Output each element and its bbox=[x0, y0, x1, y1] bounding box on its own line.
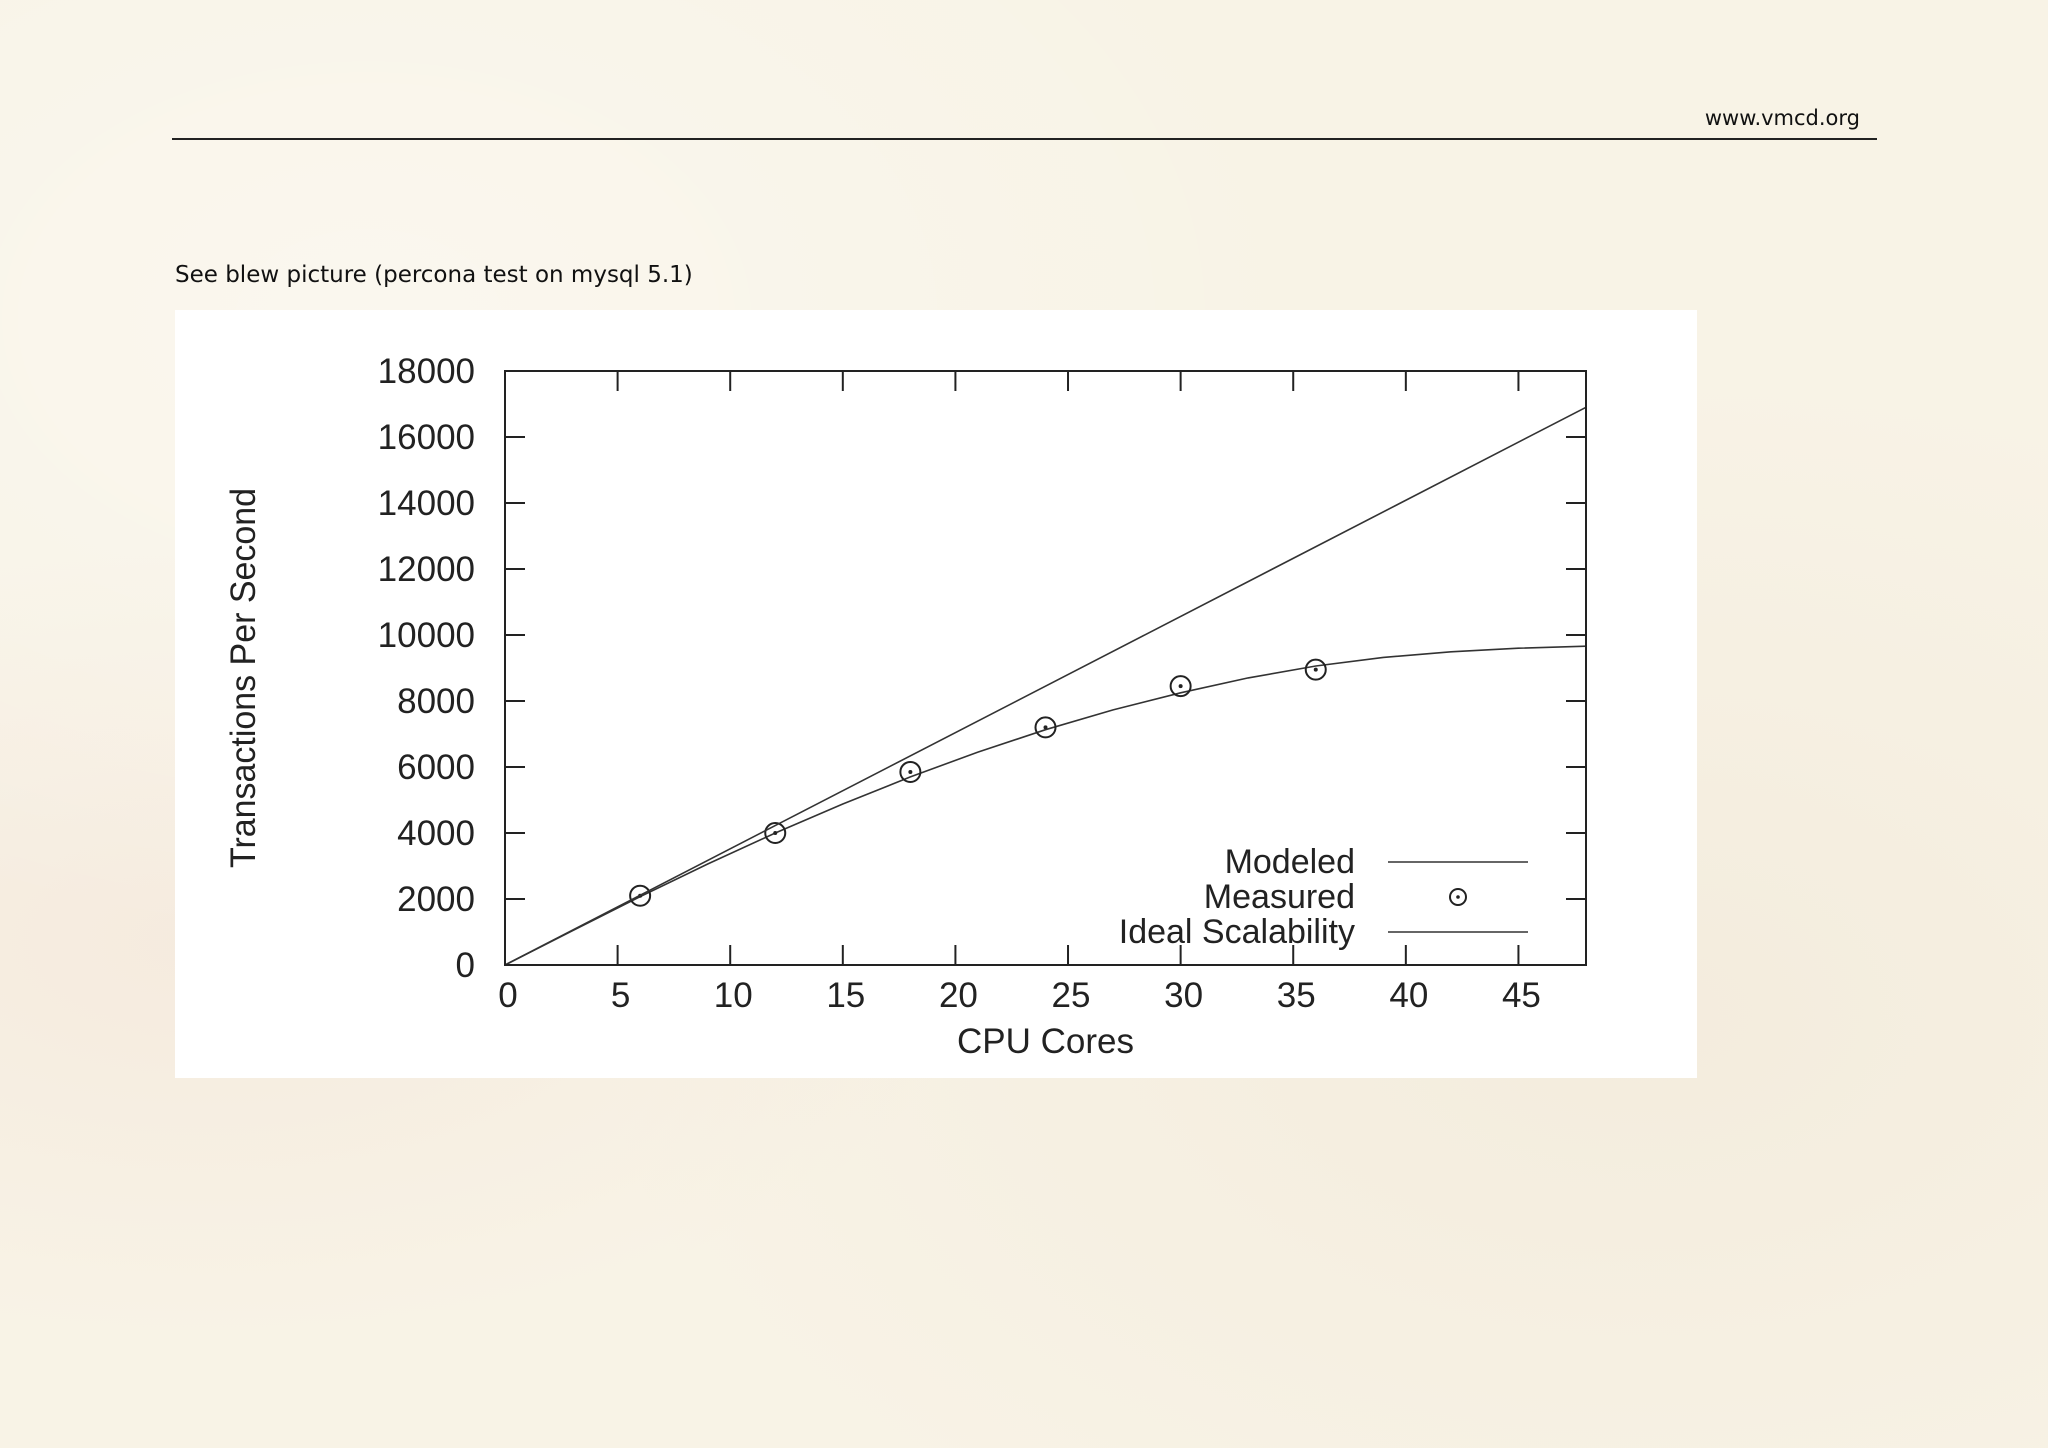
y-tick-label: 4000 bbox=[397, 814, 475, 853]
y-tick-label: 8000 bbox=[397, 682, 475, 721]
y-tick-label: 2000 bbox=[397, 880, 475, 919]
legend-label-measured: Measured bbox=[1204, 878, 1355, 916]
header-rule bbox=[172, 138, 1877, 140]
measured-point bbox=[1034, 716, 1057, 739]
measured-point bbox=[899, 760, 922, 783]
x-tick-label: 15 bbox=[826, 976, 865, 1015]
y-tick-label: 6000 bbox=[397, 748, 475, 787]
legend-label-ideal-scalability: Ideal Scalability bbox=[1119, 913, 1355, 951]
marker-dot bbox=[1313, 667, 1318, 672]
marker-ring bbox=[764, 822, 787, 844]
measured-point bbox=[1304, 658, 1327, 681]
x-tick-label: 5 bbox=[611, 976, 630, 1015]
x-tick-labels: 0 5 10 15 20 25 30 35 40 45 bbox=[498, 976, 1541, 1015]
x-tick-label: 20 bbox=[939, 976, 978, 1015]
marker-dot bbox=[1178, 684, 1183, 689]
x-tick-label: 10 bbox=[714, 976, 753, 1015]
chart-figure: 0 5 10 15 20 25 30 35 40 45 0 2000 4000 6000 8000 1000… bbox=[175, 310, 1697, 1078]
y-axis-label: Transactions Per Second bbox=[224, 488, 263, 868]
y-tick-label: 10000 bbox=[378, 616, 475, 655]
y-tick-label: 18000 bbox=[378, 352, 475, 391]
series-layer bbox=[504, 406, 1587, 966]
marker-ring bbox=[1034, 716, 1057, 739]
marker-ring bbox=[899, 760, 922, 783]
y-tick-label: 12000 bbox=[378, 550, 475, 589]
scalability-chart: 0 5 10 15 20 25 30 35 40 45 0 2000 4000 6000 8000 1000… bbox=[224, 352, 1587, 1061]
x-tick-label: 45 bbox=[1502, 976, 1541, 1015]
plot-frame bbox=[504, 370, 1587, 966]
marker-dot bbox=[1456, 895, 1460, 899]
y-tick-label: 14000 bbox=[378, 484, 475, 523]
marker-dot bbox=[773, 831, 778, 835]
y-tick-label: 0 bbox=[456, 946, 475, 985]
measured-point bbox=[1169, 675, 1192, 698]
x-tick-label: 0 bbox=[498, 976, 517, 1015]
marker-ring bbox=[1169, 675, 1192, 698]
x-tick-label: 25 bbox=[1052, 976, 1091, 1015]
x-tick-label: 40 bbox=[1389, 976, 1428, 1015]
marker-dot bbox=[1043, 725, 1048, 730]
x-tick-label: 35 bbox=[1277, 976, 1316, 1015]
marker-dot bbox=[908, 769, 913, 774]
marker-ring bbox=[629, 884, 652, 907]
x-tick-label: 30 bbox=[1164, 976, 1203, 1015]
ideal-scalability-line bbox=[504, 406, 1587, 966]
y-tick-label: 16000 bbox=[378, 418, 475, 457]
marker-ring bbox=[1304, 658, 1327, 681]
marker-ring bbox=[1449, 888, 1467, 906]
tick-marks bbox=[504, 370, 1586, 966]
x-axis-label: CPU Cores bbox=[957, 1022, 1134, 1061]
y-tick-labels: 0 2000 4000 6000 8000 10000 12000 14000 16000 180… bbox=[378, 352, 475, 985]
legend-swatch-measured bbox=[1449, 888, 1467, 906]
legend-label-modeled: Modeled bbox=[1225, 843, 1355, 881]
site-url: www.vmcd.org bbox=[1704, 106, 1860, 130]
modeled-line bbox=[504, 645, 1587, 966]
measured-point bbox=[764, 822, 787, 844]
figure-caption: See blew picture (percona test on mysql … bbox=[175, 262, 693, 288]
